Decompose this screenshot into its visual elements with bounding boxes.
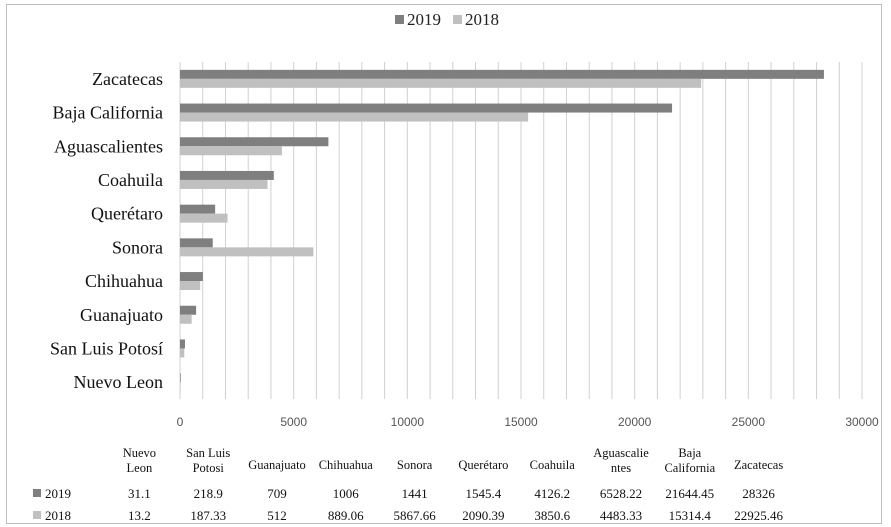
table-cell-2018-zacatecas: 22925.46 xyxy=(734,508,783,523)
x-tick-label: 5000 xyxy=(280,415,307,429)
table-cell-2019-guanajuato: 709 xyxy=(267,486,287,501)
table-header-line: Baja xyxy=(678,446,701,460)
category-label-baja-california: Baja California xyxy=(53,103,163,123)
category-label-queretaro: Querétaro xyxy=(91,204,163,224)
table-cell-2018-nuevo-leon: 13.2 xyxy=(128,508,151,523)
table-header-queretaro: Querétaro xyxy=(458,458,508,472)
x-tick-label: 15000 xyxy=(504,415,538,429)
category-label-chihuahua: Chihuahua xyxy=(85,271,163,291)
legend-swatch-2019 xyxy=(395,15,404,24)
bar-2018-queretaro xyxy=(180,213,228,223)
table-header-line: Guanajuato xyxy=(248,458,306,472)
bar-2018-zacatecas xyxy=(180,78,702,88)
x-tick-label: 0 xyxy=(177,415,184,429)
table-header-line: Querétaro xyxy=(458,458,508,472)
bar-2018-chihuahua xyxy=(180,281,201,291)
table-cell-2019-sonora: 1441 xyxy=(402,486,428,501)
chart-frame xyxy=(6,4,882,524)
table-header-line: Chihuahua xyxy=(319,458,374,472)
table-cell-2019-coahuila: 4126.2 xyxy=(534,486,570,501)
bar-2018-san-luis-potosi xyxy=(180,348,185,358)
x-tick-label: 25000 xyxy=(732,415,766,429)
table-header-guanajuato: Guanajuato xyxy=(248,458,306,472)
bar-2019-nuevo-leon xyxy=(180,373,181,383)
x-tick-labels: 0 5000 10000 15000 20000 25000 30000 xyxy=(177,415,879,429)
table-cell-2018-aguascalientes: 4483.33 xyxy=(600,508,642,523)
table-cell-2019-zacatecas: 28326 xyxy=(742,486,775,501)
bars xyxy=(180,69,824,392)
table-header-line: Leon xyxy=(127,461,153,475)
table-header-line: Aguascalie xyxy=(593,446,649,460)
table-cell-2018-san-luis-potosi: 187.33 xyxy=(190,508,226,523)
table-header-aguascalientes: Aguascalientes xyxy=(593,446,649,475)
table-cell-2018-coahuila: 3850.6 xyxy=(534,508,570,523)
table-cell-2019-nuevo-leon: 31.1 xyxy=(128,486,151,501)
table-header-line: California xyxy=(664,461,715,475)
table-header-sonora: Sonora xyxy=(397,458,433,472)
table-cell-2019-queretaro: 1545.4 xyxy=(466,486,502,501)
category-label-sonora: Sonora xyxy=(112,237,163,257)
category-label-coahuila: Coahuila xyxy=(98,170,163,190)
x-tick-label: 20000 xyxy=(618,415,652,429)
table-cell-2018-baja-california: 15314.4 xyxy=(669,508,712,523)
table-header-line: San Luis xyxy=(186,446,230,460)
table-header-line: ntes xyxy=(611,461,631,475)
bar-2019-zacatecas xyxy=(180,69,824,79)
table-header-chihuahua: Chihuahua xyxy=(319,458,374,472)
table-series-label-2019: 2019 xyxy=(45,486,71,501)
table-cell-2019-baja-california: 21644.45 xyxy=(665,486,714,501)
table-cell-2018-sonora: 5867.66 xyxy=(393,508,436,523)
category-labels: Zacatecas Baja California Aguascalientes Co… xyxy=(50,69,163,392)
table-cell-2019-san-luis-potosi: 218.9 xyxy=(194,486,223,501)
x-tick-label: 30000 xyxy=(845,415,879,429)
bar-2019-coahuila xyxy=(180,170,274,180)
legend-label-2019: 2019 xyxy=(407,10,441,29)
table-header-line: Sonora xyxy=(397,458,433,472)
bar-2018-aguascalientes xyxy=(180,146,282,156)
table-swatch-2019 xyxy=(33,489,41,497)
bar-2019-baja-california xyxy=(180,103,673,113)
bar-2018-coahuila xyxy=(180,179,268,189)
bar-2018-guanajuato xyxy=(180,314,192,324)
bar-2019-chihuahua xyxy=(180,272,203,282)
table-header-line: Zacatecas xyxy=(734,458,783,472)
bar-2019-queretaro xyxy=(180,204,216,214)
bar-2019-guanajuato xyxy=(180,305,197,315)
category-label-aguascalientes: Aguascalientes xyxy=(54,136,163,156)
table-header-line: Nuevo xyxy=(123,446,156,460)
table-cell-2019-aguascalientes: 6528.22 xyxy=(600,486,642,501)
category-label-guanajuato: Guanajuato xyxy=(80,305,163,325)
bar-2018-baja-california xyxy=(180,112,529,122)
table-cell-2018-queretaro: 2090.39 xyxy=(462,508,504,523)
table-header-zacatecas: Zacatecas xyxy=(734,458,783,472)
x-tick-label: 10000 xyxy=(391,415,425,429)
bar-2018-sonora xyxy=(180,247,314,257)
table-swatch-2018 xyxy=(33,511,41,519)
legend: 2019 2018 xyxy=(395,10,499,29)
table-header-line: Potosi xyxy=(193,461,225,475)
bar-2019-sonora xyxy=(180,238,213,248)
table-header-coahuila: Coahuila xyxy=(530,458,576,472)
bar-2019-san-luis-potosi xyxy=(180,339,185,349)
legend-swatch-2018 xyxy=(453,15,462,24)
table-series-label-2018: 2018 xyxy=(45,508,71,523)
bar-2018-nuevo-leon xyxy=(180,382,181,392)
category-label-nuevo-leon: Nuevo Leon xyxy=(74,372,163,392)
bar-2019-aguascalientes xyxy=(180,137,329,147)
legend-label-2018: 2018 xyxy=(465,10,499,29)
category-label-zacatecas: Zacatecas xyxy=(92,69,163,89)
category-label-san-luis-potosi: San Luis Potosí xyxy=(50,338,163,358)
table-header-line: Coahuila xyxy=(530,458,576,472)
table-cell-2018-chihuahua: 889.06 xyxy=(328,508,364,523)
table-cell-2019-chihuahua: 1006 xyxy=(333,486,360,501)
table-cell-2018-guanajuato: 512 xyxy=(267,508,287,523)
